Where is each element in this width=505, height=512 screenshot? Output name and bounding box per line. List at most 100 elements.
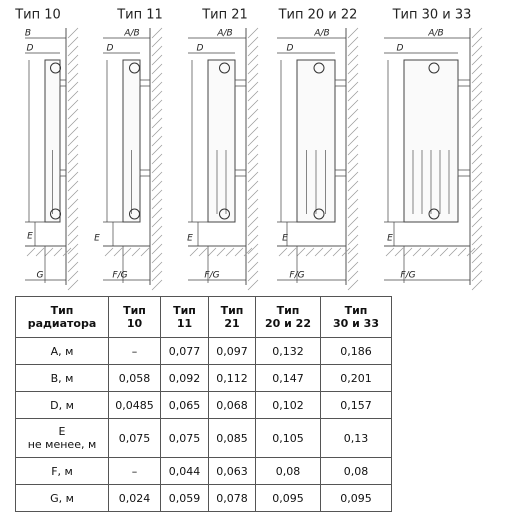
hatch (347, 279, 359, 291)
cell-text: Тип (220, 304, 244, 317)
bracket (234, 169, 247, 177)
cell-text: B, м (50, 371, 74, 385)
cell-text: 0,0485 (115, 398, 154, 412)
bracket (59, 79, 67, 87)
hatch (296, 247, 306, 257)
hatch (151, 180, 163, 192)
table-cell: 0,058 (108, 364, 161, 392)
hatch (151, 261, 163, 273)
cell-text: 0,095 (272, 491, 304, 505)
hatch (347, 261, 359, 273)
hatch (35, 247, 45, 257)
valve (313, 62, 325, 74)
table-cell: – (108, 337, 161, 365)
hatch (151, 54, 163, 66)
hatch (347, 252, 359, 264)
hatch (234, 247, 244, 257)
hatch (151, 90, 163, 102)
drawing-title: Тип 21 (201, 8, 248, 23)
hatch (247, 225, 259, 237)
hatch (347, 27, 359, 39)
hatch (67, 279, 79, 291)
hatch (67, 162, 79, 174)
hatch (67, 180, 79, 192)
table-cell: G, м (15, 484, 109, 512)
hatch (471, 99, 483, 111)
hatch (347, 99, 359, 111)
hatch (67, 252, 79, 264)
hatch (347, 36, 359, 48)
bracket (457, 169, 471, 177)
hatch (198, 247, 208, 257)
cell-text: Тип (173, 304, 196, 317)
hatch (151, 108, 163, 120)
hatch (67, 198, 79, 210)
hatch (347, 45, 359, 57)
hatch (247, 261, 259, 273)
bracket (139, 79, 151, 87)
hatch (347, 207, 359, 219)
hatch (471, 81, 483, 93)
hatch (471, 225, 483, 237)
hatch (471, 261, 483, 273)
cell-text: D, м (50, 398, 74, 412)
hatch (243, 247, 253, 257)
hatch (471, 108, 483, 120)
cell-text: 0,132 (272, 344, 304, 358)
cell-text: 0,063 (216, 464, 248, 478)
cell-text: 0,075 (118, 431, 151, 445)
hatch (151, 153, 163, 165)
cell-text: 0,078 (216, 491, 248, 505)
valve (50, 208, 61, 220)
hatch (247, 198, 259, 210)
radiator (122, 59, 141, 223)
table-row: G, м 0,024 0,059 0,078 0,095 0,095 (15, 484, 392, 512)
hatch (471, 279, 483, 291)
hatch (151, 36, 163, 48)
hatch (471, 234, 483, 246)
hatch (67, 99, 79, 111)
hatch (247, 99, 259, 111)
hatch (385, 247, 395, 257)
cell-text: 0,024 (118, 491, 151, 505)
cell-text: E (58, 425, 66, 438)
hatch (247, 72, 259, 84)
hatch (457, 247, 467, 257)
cell-text: 0,105 (272, 431, 304, 445)
dimension-label: E (187, 234, 193, 244)
dimension-label: F/G (400, 271, 415, 281)
table-cell: Тип радиатора (15, 296, 109, 338)
hatch (151, 243, 163, 255)
hatch (347, 225, 359, 237)
cell-text: 0,08 (275, 464, 301, 478)
hatch (140, 247, 150, 257)
hatch (403, 247, 413, 257)
cell-text: 0,044 (168, 464, 201, 478)
hatch (430, 247, 440, 257)
hatch (471, 117, 483, 129)
valve (129, 62, 140, 74)
cell-text: 21 (224, 317, 240, 330)
hatch (151, 216, 163, 228)
drawing-title: Тип 10 (14, 8, 61, 23)
hatch (67, 54, 79, 66)
hatch (471, 180, 483, 192)
valve (129, 208, 140, 220)
table-cell: F, м (15, 457, 109, 485)
hatch (67, 108, 79, 120)
dimension-label: E (282, 234, 288, 244)
hatch (67, 117, 79, 129)
hatch (151, 135, 163, 147)
cell-text: 0,147 (272, 371, 304, 385)
dimension-label: F/G (289, 271, 304, 281)
table-cell: 0,085 (208, 418, 256, 458)
hatch (151, 63, 163, 75)
dimension-label: B (25, 29, 31, 39)
hatch (471, 90, 483, 102)
table-cell: Тип 30 и 33 (320, 296, 392, 338)
hatch (151, 189, 163, 201)
hatch (67, 126, 79, 138)
hatch (247, 234, 259, 246)
hatch (67, 90, 79, 102)
hatch (247, 279, 259, 291)
